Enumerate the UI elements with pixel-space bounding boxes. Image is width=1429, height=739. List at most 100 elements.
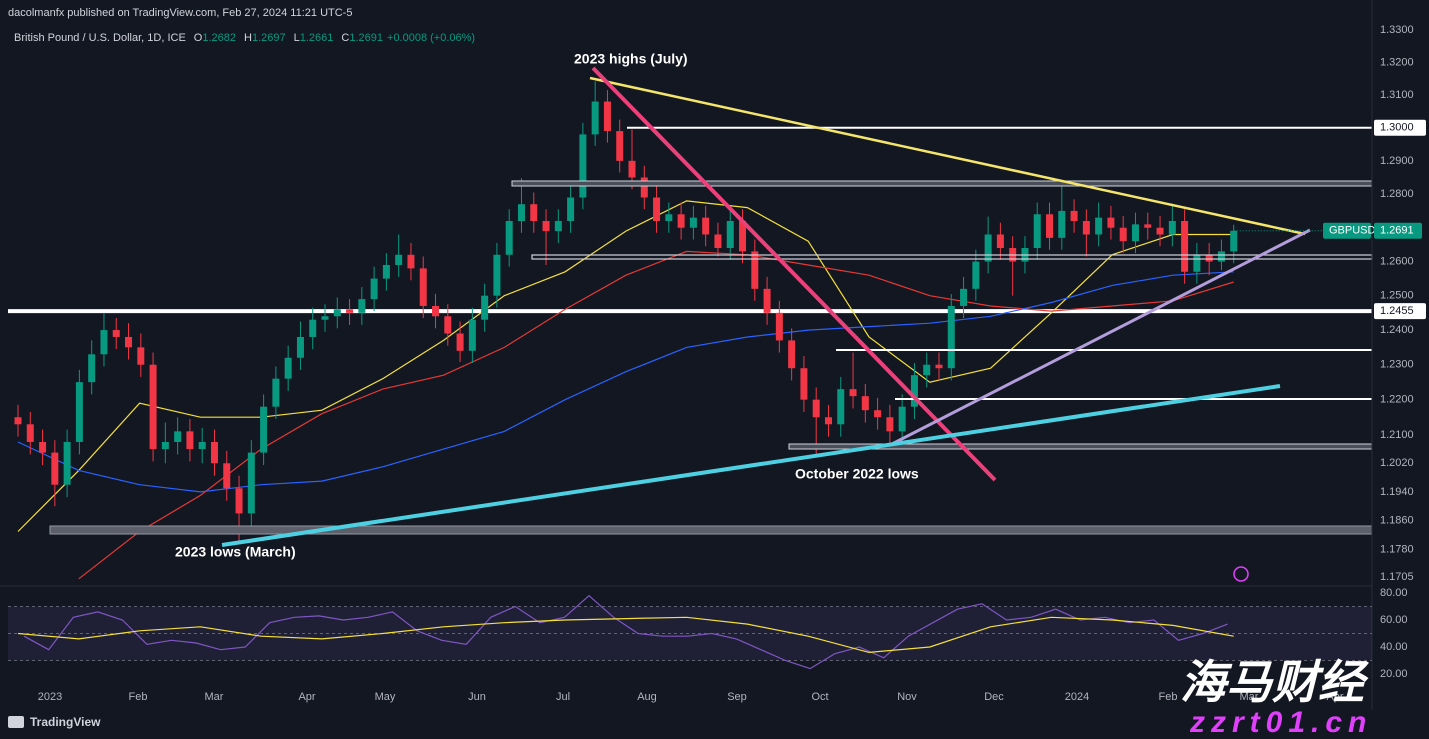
candle-body <box>923 364 931 376</box>
candle-body <box>812 399 820 418</box>
candle-body <box>665 214 673 221</box>
candle-body <box>554 220 562 232</box>
symbol-box <box>1323 222 1371 239</box>
candle-body <box>616 131 624 161</box>
candle-body <box>702 217 710 235</box>
brand-logo <box>8 716 24 728</box>
candle-body <box>296 336 304 358</box>
moving-average <box>17 200 1234 532</box>
candle-body <box>186 431 194 450</box>
candle-body <box>1131 224 1139 242</box>
candle-body <box>75 382 83 442</box>
rsi-tick-label: 40.00 <box>1380 641 1408 653</box>
x-tick-label: Mar <box>205 691 224 703</box>
candle-body <box>125 336 133 348</box>
candle-body <box>235 488 243 514</box>
candle-body <box>100 330 108 355</box>
ohlc-value: 1.2682 <box>202 32 236 44</box>
candle-body <box>788 340 796 369</box>
candle-body <box>112 330 120 337</box>
ohlc-value: 1.2697 <box>252 32 286 44</box>
y-tick-label: 1.2400 <box>1380 324 1414 336</box>
candle-body <box>591 101 599 135</box>
price-box <box>1374 222 1422 239</box>
x-tick-label: Jun <box>468 691 486 703</box>
trend-line <box>591 66 997 482</box>
candle-body <box>579 134 587 198</box>
candle-body <box>542 220 550 232</box>
axes: 1.3300 1.3200 1.3100 1.2900 1.2800 1.2600 1.25… <box>8 24 1426 703</box>
level-label-box <box>1374 119 1426 136</box>
candle-body <box>763 288 771 313</box>
y-tick-label: 1.3300 <box>1380 24 1414 36</box>
candle-body <box>517 204 525 221</box>
y-tick-label: 1.1860 <box>1380 515 1414 527</box>
symbol-title: British Pound / U.S. Dollar, 1D, ICE <box>14 32 186 44</box>
y-tick-label: 1.2800 <box>1380 188 1414 200</box>
x-tick-label: Oct <box>811 691 828 703</box>
candle-body <box>640 177 648 198</box>
candle-body <box>726 220 734 249</box>
candle-body <box>26 424 34 442</box>
x-tick-label: 2023 <box>38 691 62 703</box>
candle-body <box>739 220 747 252</box>
moving-average <box>78 250 1234 580</box>
x-tick-label: Sep <box>727 691 747 703</box>
candle-body <box>960 288 968 306</box>
price-label: 1.2691 <box>1380 225 1414 237</box>
candle-body <box>505 220 513 255</box>
x-tick-label: Apr <box>298 691 315 703</box>
candle-body <box>1230 230 1238 252</box>
candle-body <box>260 406 268 453</box>
candle-body <box>1144 224 1152 228</box>
trend-line <box>221 384 1281 547</box>
level-label: 1.2455 <box>1380 305 1414 317</box>
candle-body <box>1046 214 1054 238</box>
candle-body <box>419 268 427 306</box>
change: +0.0008 (+0.06%) <box>387 32 475 44</box>
candle-body <box>567 197 575 221</box>
x-tick-label: 2024 <box>1065 691 1089 703</box>
x-tick-label: May <box>375 691 396 703</box>
y-tick-label: 1.1940 <box>1380 486 1414 498</box>
watermark: 海马财经 <box>1180 656 1369 708</box>
candle-body <box>174 431 182 442</box>
candle-body <box>284 357 292 379</box>
candle-body <box>456 333 464 351</box>
symbol-header: British Pound / U.S. Dollar, 1D, ICE O1.2… <box>14 32 475 44</box>
candle-body <box>874 410 882 418</box>
candle-body <box>137 347 145 365</box>
candle-body <box>628 160 636 178</box>
candle-body <box>1107 217 1115 228</box>
candle-body <box>1070 210 1078 221</box>
candle-body <box>910 375 918 407</box>
moving-average <box>17 271 1234 493</box>
candle-body <box>210 441 218 464</box>
candle-body <box>407 254 415 269</box>
level-label-box <box>1374 303 1426 320</box>
annotation: October 2022 lows <box>795 466 919 482</box>
candle-body <box>395 254 403 265</box>
symbol-label: GBPUSD <box>1329 225 1376 237</box>
alert-icon[interactable] <box>1233 566 1249 582</box>
x-tick-label: Aug <box>637 691 657 703</box>
candle-body <box>51 452 59 485</box>
trend-line <box>889 228 1311 447</box>
y-tick-label: 1.2020 <box>1380 457 1414 469</box>
candle-body <box>984 234 992 262</box>
x-tick-label: Feb <box>1159 691 1178 703</box>
candle-body <box>370 278 378 300</box>
y-tick-label: 1.2600 <box>1380 255 1414 267</box>
candle-body <box>886 417 894 432</box>
candle-body <box>1119 227 1127 242</box>
ohlc-label: C <box>341 32 349 44</box>
candle-body <box>223 463 231 489</box>
ohlc-label: L <box>294 32 300 44</box>
candle-body <box>1082 220 1090 235</box>
y-tick-label: 1.1780 <box>1380 544 1414 556</box>
annotation: 2023 highs (July) <box>574 51 688 67</box>
y-tick-label: 1.3100 <box>1380 89 1414 101</box>
watermark: zzrt01.cn <box>1189 706 1372 739</box>
